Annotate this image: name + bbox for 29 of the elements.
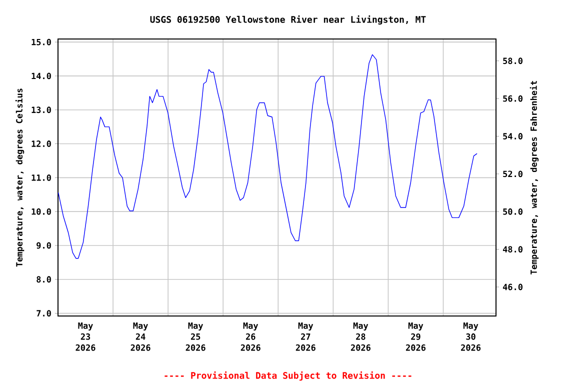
x-tick-label: May 25 2026: [186, 322, 206, 351]
chart-title: USGS 06192500 Yellowstone River near Livingston, MT: [150, 15, 426, 25]
y-tick-label: 8.0: [36, 276, 51, 283]
y-axis-title: Temperature, water, degrees Celsius: [15, 88, 24, 267]
y-tick-label: 10.0: [32, 208, 51, 215]
y-tick-label: 12.0: [32, 140, 51, 147]
y-tick-label: 11.0: [32, 174, 51, 181]
y-tick-label: 7.0: [36, 310, 51, 317]
x-tick-label: May 29 2026: [406, 322, 426, 351]
x-tick-label: May 23 2026: [76, 322, 96, 351]
y-tick-label: 15.0: [32, 38, 51, 46]
y-tick-label: 9.0: [36, 242, 51, 249]
x-tick-label: May 24 2026: [130, 322, 150, 351]
x-tick-label: May 28 2026: [350, 322, 370, 351]
x-tick-label: May 26 2026: [240, 322, 260, 351]
y2-tick-label: 58.0: [503, 58, 523, 64]
x-tick-label: May 30 2026: [461, 322, 481, 351]
y2-tick-label: 48.0: [502, 246, 523, 253]
text: ---- Provisional Data Subject to Revision ----: [164, 371, 412, 381]
line-series: [58, 54, 478, 259]
x-tick-label: May 27 2026: [296, 322, 316, 351]
y2-axis-title: Temperature, water, degrees Fahrenheit: [530, 80, 539, 274]
y2-tick-label: 52.0: [503, 170, 523, 178]
y-tick-label: 13.0: [32, 106, 51, 114]
y2-tick-label: 54.0: [503, 133, 523, 140]
y2-tick-label: 56.0: [503, 95, 523, 102]
y-tick-label: 14.0: [32, 72, 51, 80]
y2-tick-label: 50.0: [503, 208, 523, 215]
y2-tick-label: 46.0: [502, 284, 523, 290]
